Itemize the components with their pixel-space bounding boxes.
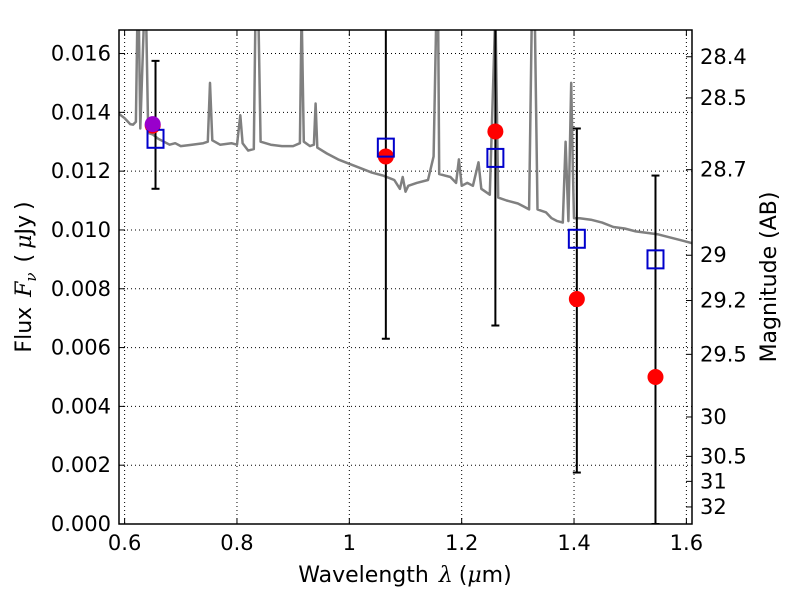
magnitude-tick-label: 32	[700, 495, 727, 519]
y-tick-label: 0.006	[51, 336, 111, 360]
magnitude-tick-label: 30.5	[700, 444, 747, 468]
grid-lines	[119, 30, 692, 524]
y-tick-label: 0.012	[51, 159, 111, 183]
y-tick-label: 0.000	[51, 512, 111, 536]
magnitude-tick-label: 28.4	[700, 45, 747, 69]
model-point	[486, 147, 505, 168]
highlight-point-series	[144, 116, 161, 133]
spectrum-line	[119, 30, 692, 245]
y-tick-label: 0.008	[51, 277, 111, 301]
magnitude-tick-label: 29	[700, 243, 727, 267]
x-tick-label: 0.8	[220, 531, 253, 555]
model-point	[646, 249, 665, 270]
magnitude-tick-label: 28.7	[700, 158, 747, 182]
y-tick-label: 0.014	[51, 100, 111, 124]
y-tick-label: 0.002	[51, 453, 111, 477]
model-points-series	[146, 128, 665, 270]
y2-axis-label: Magnitude (AB)	[757, 192, 782, 363]
y-axis-ticks: 0.000 0.002 0.004 0.006 0.008 0.010 0.012 0.014…	[51, 42, 125, 536]
y-tick-label: 0.010	[51, 218, 111, 242]
errorbar-series	[151, 30, 660, 524]
magnitude-tick-label: 29.5	[700, 342, 747, 366]
plot-frame	[118, 29, 693, 525]
magnitude-tick-label: 30	[700, 405, 727, 429]
y-axis-label: FluxFν(μJy)	[12, 201, 40, 352]
spectrum-series	[119, 30, 692, 245]
x-tick-label: 1.4	[557, 531, 590, 555]
model-point	[567, 228, 586, 249]
y-tick-label: 0.016	[51, 42, 111, 66]
highlight-point	[144, 116, 161, 133]
y-tick-label: 0.004	[51, 394, 111, 418]
x-axis-label: Wavelength λ (μm)	[298, 563, 511, 588]
x-tick-label: 0.6	[108, 531, 141, 555]
observed-points-series	[144, 117, 664, 385]
observed-point	[487, 123, 504, 140]
magnitude-tick-label: 29.2	[700, 289, 747, 313]
model-point	[376, 137, 395, 158]
observed-point	[647, 368, 664, 385]
magnitude-tick-label: 28.5	[700, 86, 747, 110]
x-tick-label: 1	[343, 531, 356, 555]
x-tick-label: 1.2	[445, 531, 478, 555]
x-axis-ticks: 0.6 0.8 1 1.2 1.4 1.6	[108, 30, 703, 555]
observed-point	[568, 291, 585, 308]
magnitude-tick-label: 31	[700, 469, 727, 493]
x-tick-label: 1.6	[670, 531, 703, 555]
